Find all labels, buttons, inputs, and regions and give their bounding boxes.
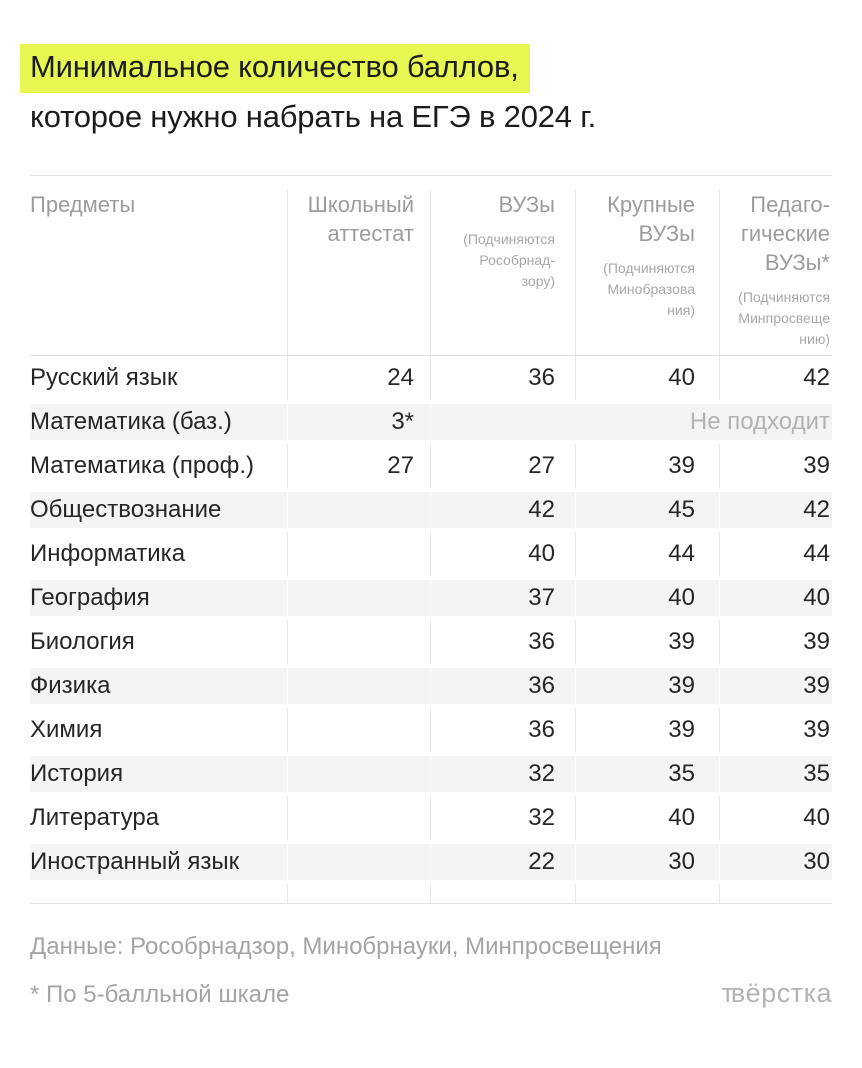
score-cell — [287, 752, 430, 796]
subject-cell: Русский язык — [30, 364, 178, 391]
subject-cell: Математика (баз.) — [30, 400, 287, 444]
title-line-2: которое нужно набрать на ЕГЭ в 2024 г. — [30, 99, 596, 134]
subject-cell: Иностранный язык — [30, 840, 287, 884]
score-cell: 39 — [719, 664, 832, 708]
table-row: Математика (проф.) 27 27 39 39 — [30, 444, 832, 488]
score-cell: 40 — [575, 796, 719, 840]
table-row: Физика 36 39 39 — [30, 664, 832, 708]
subject-cell: География — [30, 576, 287, 620]
page-title: Минимальное количество баллов, которое н… — [20, 44, 832, 138]
score-cell: 45 — [575, 488, 719, 532]
subject-cell: Математика (проф.) — [30, 452, 255, 479]
score-cell: 44 — [719, 532, 832, 576]
subject-cell: История — [30, 752, 287, 796]
score-cell — [287, 840, 430, 884]
subject-cell: Физика — [30, 664, 287, 708]
score-cell: 22 — [430, 840, 575, 884]
score-cell: 37 — [430, 576, 575, 620]
table-row: Обществознание 42 45 42 — [30, 488, 832, 532]
score-cell: 40 — [575, 576, 719, 620]
subject-cell: Обществознание — [30, 488, 287, 532]
table-row: Русский язык 24 36 40 42 — [30, 356, 832, 400]
score-cell: 40 — [719, 576, 832, 620]
subject-cell: Литература — [30, 804, 160, 831]
score-cell: 27 — [430, 444, 575, 488]
table-header-row: Предметы Школьный аттестат ВУЗы (Подчиня… — [30, 175, 832, 356]
score-cell: 39 — [575, 708, 719, 752]
score-cell: 40 — [430, 532, 575, 576]
score-cell: 32 — [430, 752, 575, 796]
subject-cell: Биология — [30, 628, 135, 655]
header-pedagogical-universities-sublabel: (Подчиняются Минпросвеще нию) — [738, 289, 830, 347]
title-line-1: Минимальное количество баллов, — [20, 44, 832, 93]
header-large-universities-sublabel: (Подчиняются Минобразова ния) — [603, 260, 695, 318]
score-cell: 24 — [287, 356, 430, 400]
subject-cell: Химия — [30, 716, 103, 743]
score-cell: 39 — [719, 708, 832, 752]
score-cell: 30 — [575, 840, 719, 884]
score-cell: 42 — [719, 356, 832, 400]
not-applicable-note: Не подходит — [430, 400, 832, 444]
score-cell: 40 — [575, 356, 719, 400]
table-row: Литература 32 40 40 — [30, 796, 832, 840]
header-large-universities: Крупные ВУЗы (Подчиняются Минобразова ни… — [575, 190, 719, 355]
score-cell: 42 — [430, 488, 575, 532]
header-school-certificate: Школьный аттестат — [287, 190, 430, 355]
score-cell: 39 — [575, 664, 719, 708]
infographic: Минимальное количество баллов, которое н… — [20, 44, 832, 1009]
score-cell: 36 — [430, 620, 575, 664]
table-row: Иностранный язык 22 30 30 — [30, 840, 832, 884]
header-universities: ВУЗы (Подчиняются Рособрнад- зору) — [430, 190, 575, 355]
subject-cell: Информатика — [30, 540, 186, 567]
score-cell — [287, 796, 430, 840]
score-cell: 30 — [719, 840, 832, 884]
table-row: Химия 36 39 39 — [30, 708, 832, 752]
score-cell: 44 — [575, 532, 719, 576]
table-row: Информатика 40 44 44 — [30, 532, 832, 576]
table-row: Биология 36 39 39 — [30, 620, 832, 664]
score-cell: 35 — [719, 752, 832, 796]
header-pedagogical-universities: Педаго- гические ВУЗы* (Подчиняются Минп… — [719, 190, 832, 355]
score-cell: 42 — [719, 488, 832, 532]
score-cell: 39 — [575, 444, 719, 488]
score-cell: 27 — [287, 444, 430, 488]
scores-table: Предметы Школьный аттестат ВУЗы (Подчиня… — [30, 175, 832, 904]
score-cell: 36 — [430, 708, 575, 752]
score-cell: 36 — [430, 664, 575, 708]
data-source-note: Данные: Рособрнадзор, Минобрнауки, Минпр… — [30, 933, 662, 960]
score-cell — [287, 488, 430, 532]
title-highlight: Минимальное количество баллов, — [20, 44, 530, 93]
score-cell: 36 — [430, 356, 575, 400]
header-subjects: Предметы — [30, 192, 136, 217]
footer-row: * По 5-балльной шкале твёрстка — [30, 978, 832, 1009]
footnote-asterisk: * По 5-балльной шкале — [30, 981, 290, 1008]
score-cell — [287, 664, 430, 708]
verstka-logo: твёрстка — [721, 978, 832, 1008]
score-cell: 39 — [575, 620, 719, 664]
score-cell — [287, 708, 430, 752]
score-cell: 39 — [719, 444, 832, 488]
score-cell — [287, 576, 430, 620]
table-row: География 37 40 40 — [30, 576, 832, 620]
score-cell: 32 — [430, 796, 575, 840]
table-bottom-spacer — [30, 884, 832, 903]
score-cell — [287, 620, 430, 664]
table-body: Русский язык 24 36 40 42 Математика (баз… — [30, 356, 832, 904]
score-cell: 35 — [575, 752, 719, 796]
score-cell — [287, 532, 430, 576]
score-cell: 40 — [719, 796, 832, 840]
score-cell: 39 — [719, 620, 832, 664]
header-universities-sublabel: (Подчиняются Рособрнад- зору) — [463, 231, 555, 289]
table-row: Математика (баз.) 3* Не подходит — [30, 400, 832, 444]
table-row: История 32 35 35 — [30, 752, 832, 796]
score-cell: 3* — [287, 400, 430, 444]
